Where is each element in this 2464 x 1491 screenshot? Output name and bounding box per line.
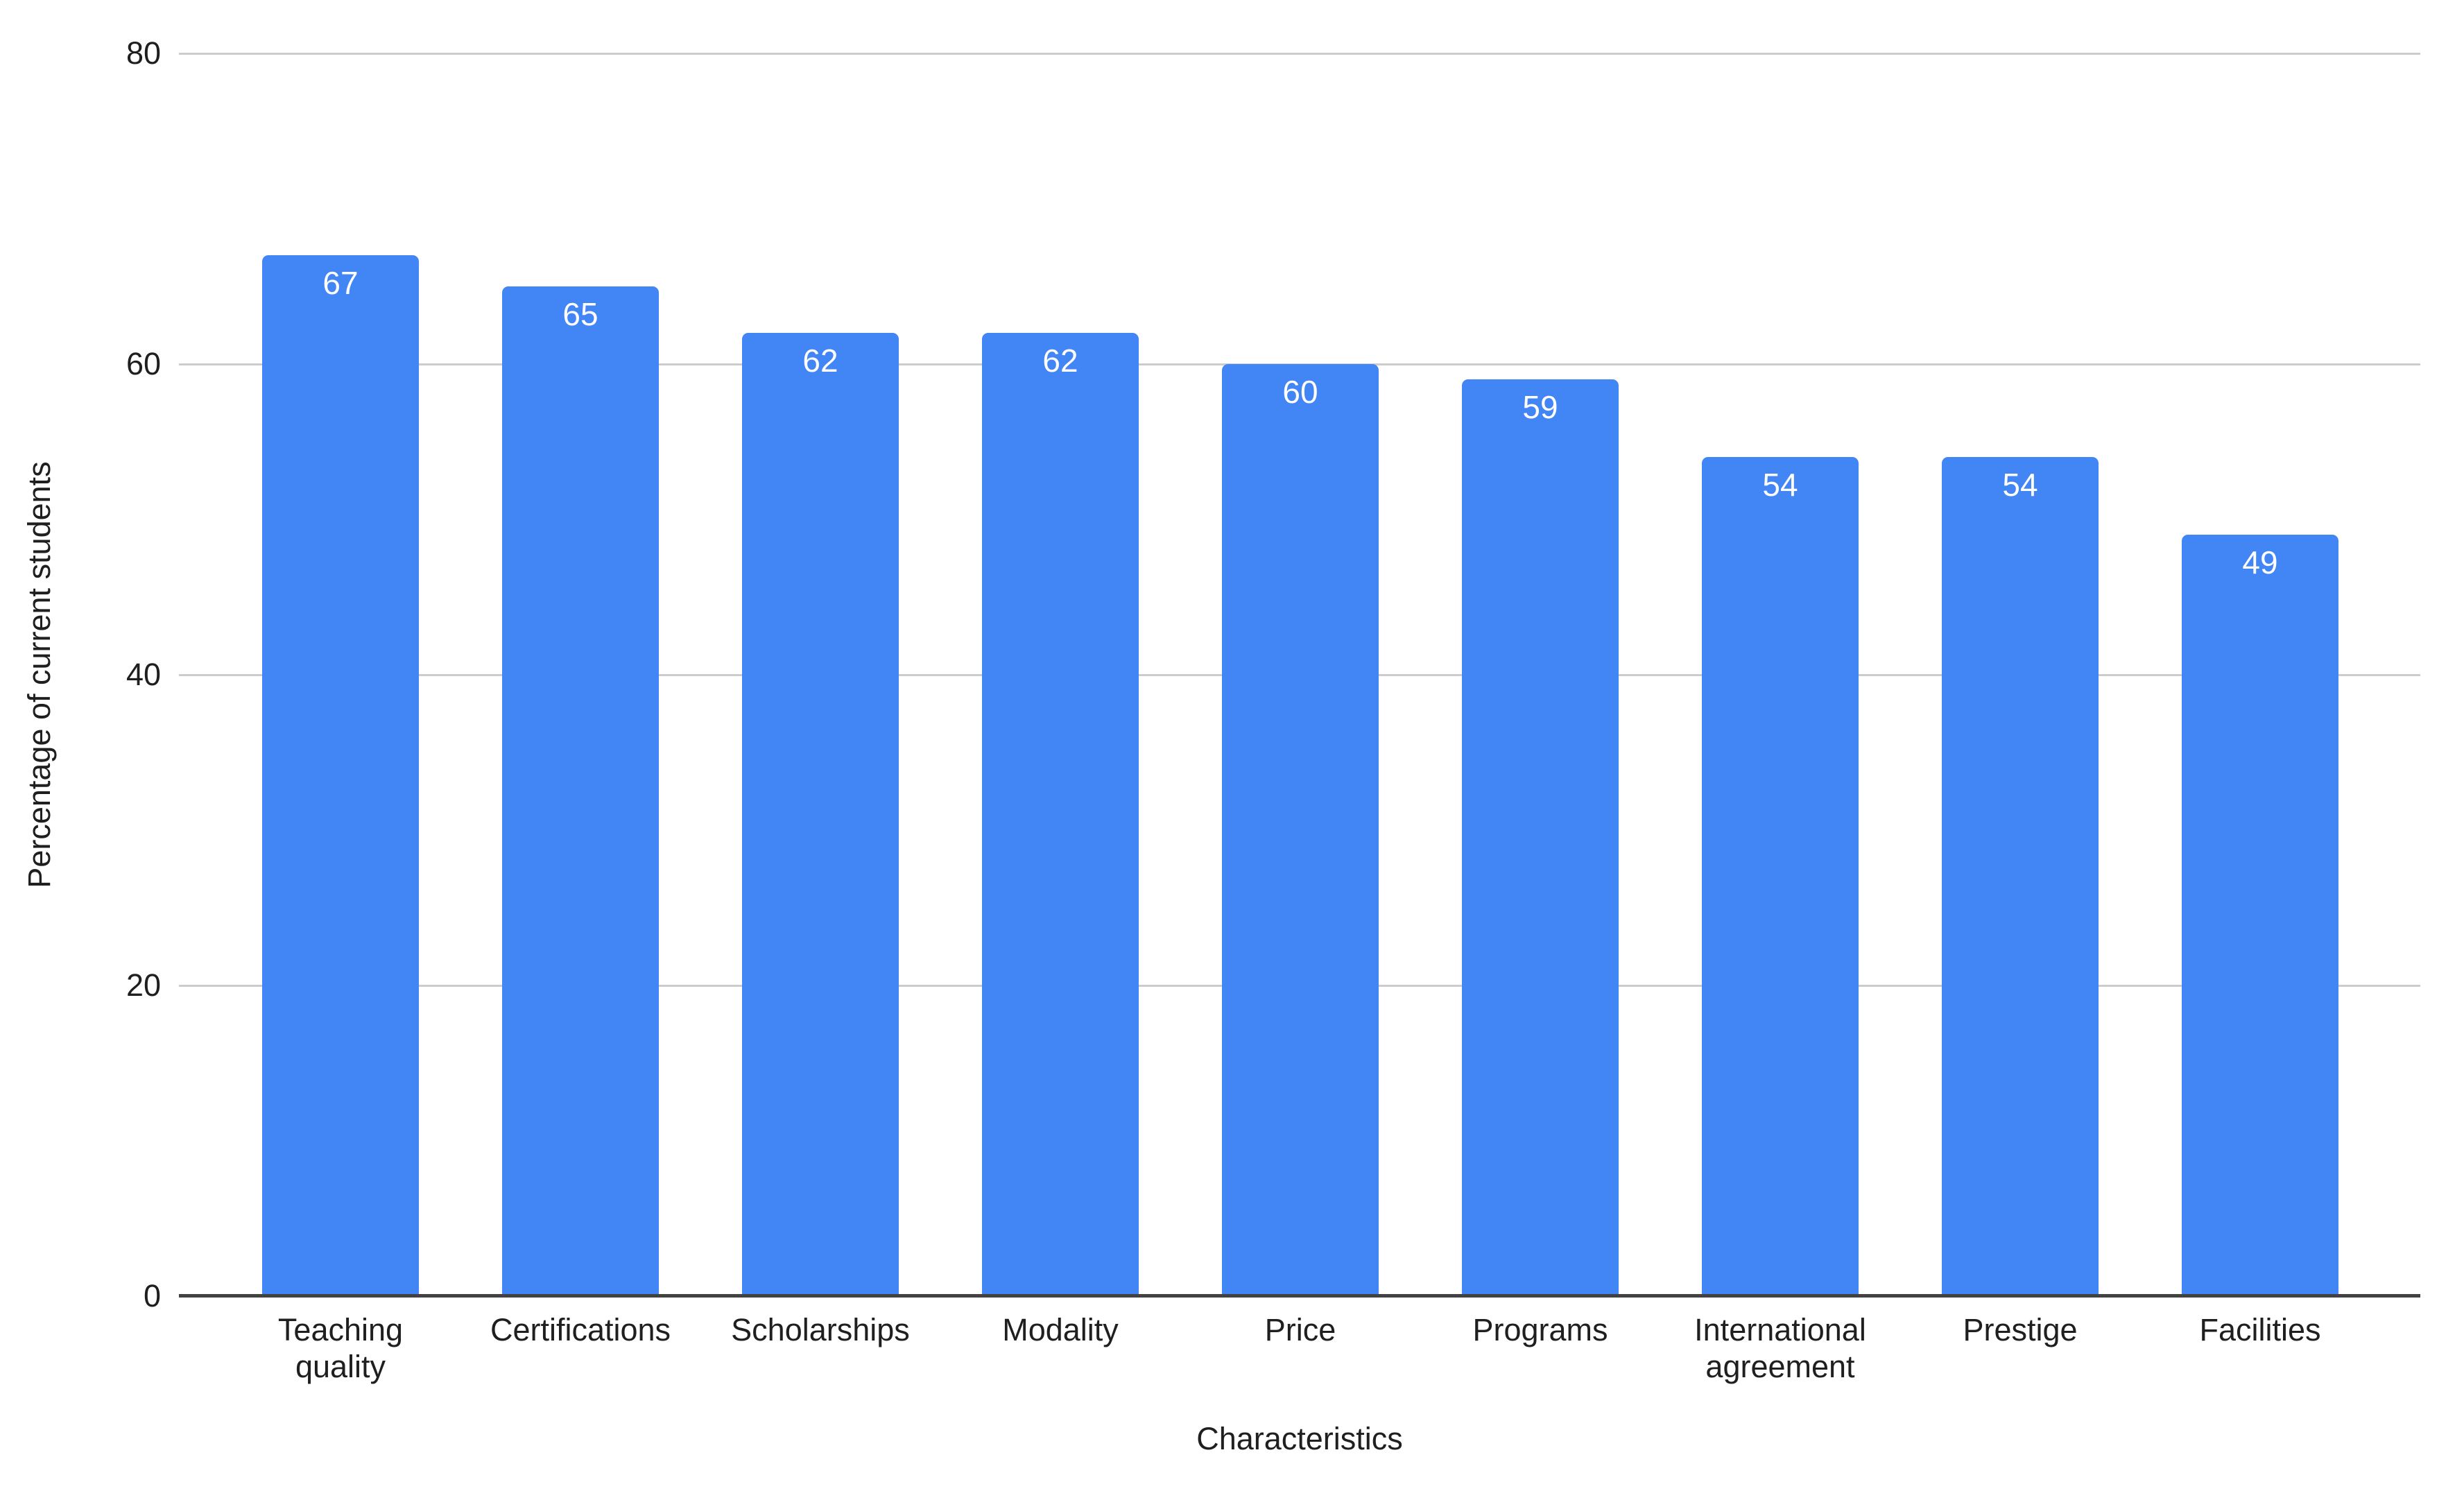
bar-value-label: 62 (802, 343, 838, 379)
y-tick-label-60: 60 (126, 346, 161, 381)
bar-modality: 62 (982, 333, 1139, 1296)
y-tick-label-0: 0 (143, 1278, 161, 1313)
category-label-modality: Modality (1002, 1312, 1119, 1347)
bar-facilities: 49 (2182, 535, 2338, 1296)
category-label-teaching-quality: Teaching quality (277, 1312, 404, 1384)
bar-teaching-quality: 67 (262, 255, 419, 1296)
bar-price: 60 (1222, 364, 1379, 1296)
bar-value-label: 67 (322, 265, 359, 302)
bar-value-label: 54 (1762, 467, 1798, 503)
bar-value-label: 65 (562, 296, 598, 332)
bar-value-label: 49 (2242, 544, 2278, 581)
bar-prestige: 54 (1942, 457, 2099, 1296)
category-label-programs: Programs (1472, 1312, 1608, 1347)
bar-certifications: 65 (502, 286, 659, 1296)
x-axis-title: Characteristics (1196, 1421, 1403, 1456)
bar-scholarships: 62 (742, 333, 899, 1296)
category-label-certifications: Certifications (490, 1312, 671, 1347)
category-label-prestige: Prestige (1963, 1312, 2078, 1347)
y-tick-label-20: 20 (126, 967, 161, 1003)
category-label-price: Price (1264, 1312, 1336, 1347)
y-tick-label-80: 80 (126, 35, 161, 71)
bar-value-label: 62 (1042, 343, 1078, 379)
bar-international-agreement: 54 (1702, 457, 1859, 1296)
category-label-facilities: Facilities (2199, 1312, 2321, 1347)
bar-value-label: 60 (1282, 374, 1318, 410)
bar-value-label: 54 (2002, 467, 2038, 503)
x-axis-baseline (179, 1294, 2420, 1298)
category-label-scholarships: Scholarships (731, 1312, 910, 1347)
category-label-international-agreement: International agreement (1694, 1312, 1866, 1384)
bar-value-label: 59 (1522, 389, 1558, 426)
bar-programs: 59 (1462, 379, 1619, 1296)
y-tick-label-40: 40 (126, 657, 161, 692)
gridline-y-80 (179, 53, 2420, 55)
